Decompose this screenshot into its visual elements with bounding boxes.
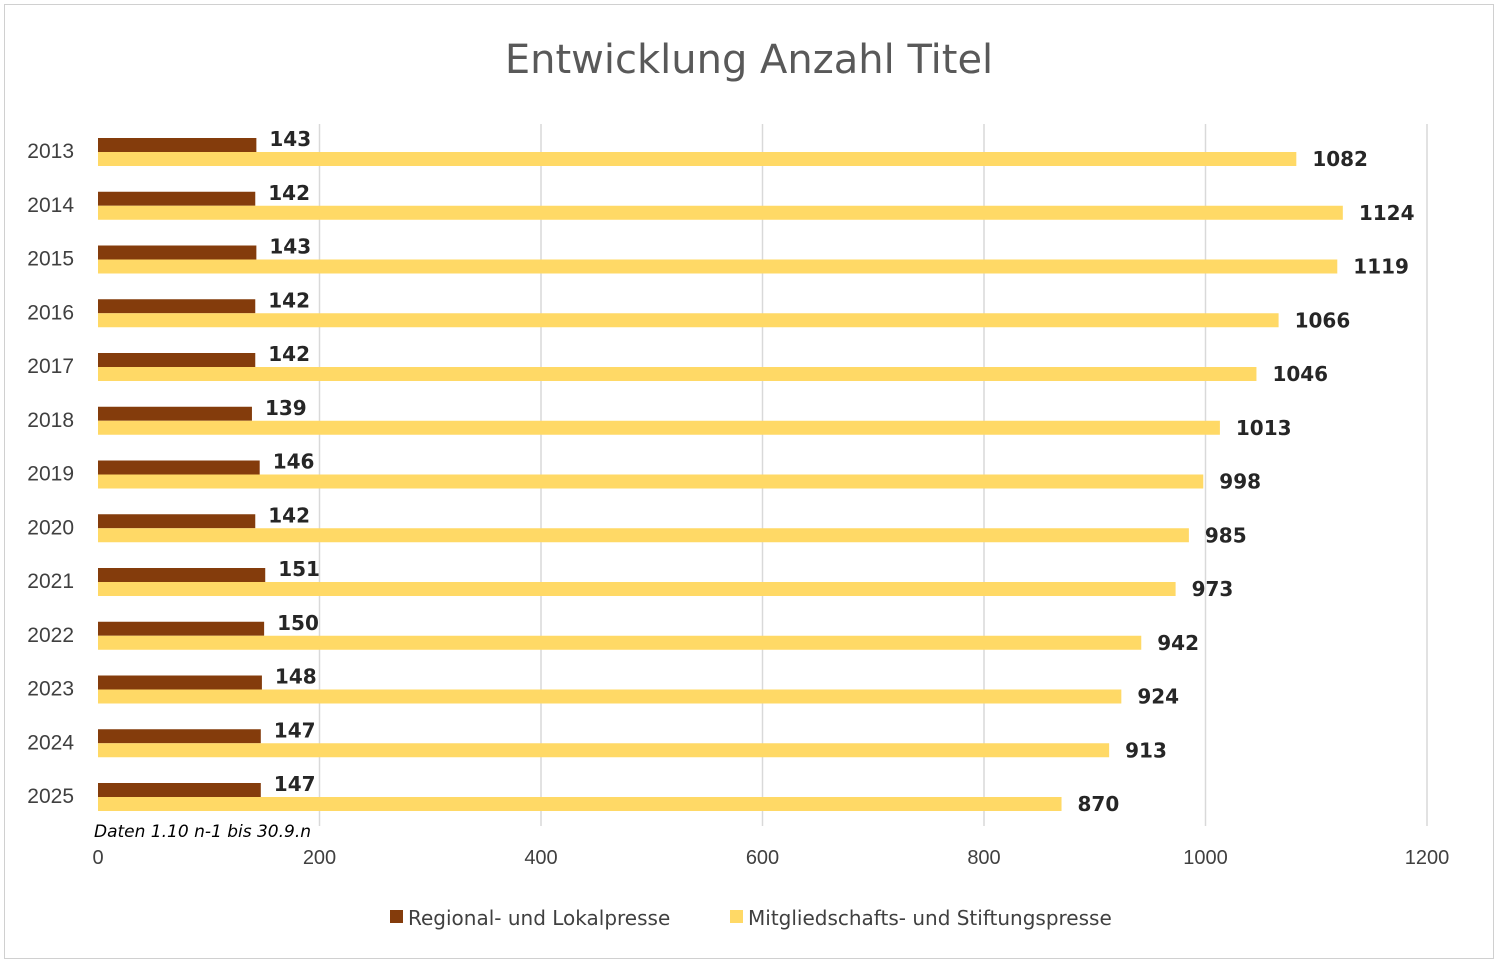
x-tick-label: 1200	[1405, 847, 1450, 869]
data-label-regional: 139	[265, 396, 307, 420]
data-label-regional: 143	[269, 127, 311, 151]
y-tick-label: 2014	[27, 194, 74, 217]
bar-mitglied-2018	[98, 420, 1220, 435]
legend-swatch-regional	[390, 910, 403, 923]
x-tick-label: 200	[303, 847, 336, 869]
y-tick-label: 2020	[27, 516, 74, 539]
legend: Regional- und Lokalpresse Mitgliedschaft…	[390, 906, 1112, 930]
bar-mitglied-2016	[98, 313, 1279, 328]
y-axis: 2013 2014 2015 2016 2017 2018 2019 2020 2021 2022…	[27, 140, 74, 808]
bar-regional-2014	[98, 191, 256, 206]
data-label-regional: 150	[277, 611, 319, 635]
bar-mitglied-2020	[98, 528, 1189, 543]
legend-swatch-mitglied	[730, 910, 743, 923]
bar-mitglied-2024	[98, 743, 1110, 758]
x-tick-label: 600	[746, 847, 779, 869]
y-tick-label: 2017	[27, 355, 74, 378]
data-label-mitglied: 1082	[1312, 147, 1368, 171]
y-tick-label: 2024	[27, 731, 74, 754]
y-tick-label: 2025	[27, 785, 74, 808]
data-label-mitglied: 998	[1219, 470, 1261, 494]
data-label-mitglied: 1013	[1236, 416, 1292, 440]
chart-title: Entwicklung Anzahl Titel	[505, 37, 993, 83]
bar-mitglied-2017	[98, 367, 1257, 381]
data-label-mitglied: 973	[1192, 577, 1234, 601]
bar-regional-2013	[98, 138, 257, 152]
bar-mitglied-2022	[98, 635, 1142, 650]
bar-regional-2015	[98, 245, 257, 260]
y-tick-label: 2022	[27, 624, 74, 647]
bar-regional-2017	[98, 353, 256, 367]
data-label-regional: 148	[275, 665, 317, 689]
data-label-mitglied: 1119	[1353, 255, 1409, 279]
bar-regional-2018	[98, 406, 252, 421]
data-label-regional: 151	[278, 557, 320, 581]
bar-mitglied-2013	[98, 152, 1297, 166]
x-tick-label: 0	[92, 847, 103, 869]
bar-regional-2023	[98, 675, 262, 690]
legend-label-mitglied: Mitgliedschafts- und Stiftungspresse	[748, 906, 1112, 930]
data-period-note: Daten 1.10 n-1 bis 30.9.n	[94, 822, 311, 842]
data-label-regional: 146	[273, 450, 315, 474]
data-labels: 143 1082 142 1124 143 1119 142 1066 142 1046 139 10…	[265, 127, 1415, 816]
bar-mitglied-2015	[98, 259, 1338, 274]
data-label-regional: 143	[269, 235, 311, 259]
bar-mitglied-2014	[98, 205, 1343, 220]
data-label-regional: 142	[268, 503, 310, 527]
y-tick-label: 2013	[27, 140, 74, 163]
data-label-regional: 142	[268, 181, 310, 205]
y-tick-label: 2023	[27, 678, 74, 701]
bar-mitglied-2021	[98, 582, 1176, 596]
data-label-mitglied: 1124	[1359, 201, 1415, 225]
y-tick-label: 2018	[27, 409, 74, 432]
y-tick-label: 2021	[27, 570, 74, 593]
data-label-mitglied: 942	[1157, 631, 1199, 655]
bar-regional-2020	[98, 514, 256, 529]
data-label-mitglied: 870	[1078, 792, 1120, 816]
bars	[98, 138, 1343, 811]
data-label-regional: 147	[274, 772, 316, 796]
bar-regional-2021	[98, 568, 266, 582]
bar-mitglied-2019	[98, 474, 1204, 489]
bar-mitglied-2025	[98, 797, 1062, 811]
x-axis: 0 200 400 600 800 1000 1200	[92, 847, 1449, 869]
bar-mitglied-2023	[98, 689, 1122, 704]
bar-regional-2022	[98, 621, 265, 636]
data-label-mitglied: 924	[1137, 685, 1179, 709]
data-label-mitglied: 985	[1205, 523, 1247, 547]
y-tick-label: 2015	[27, 248, 74, 271]
y-tick-label: 2019	[27, 463, 74, 486]
bar-regional-2024	[98, 729, 261, 744]
data-label-regional: 142	[268, 342, 310, 366]
x-tick-label: 400	[524, 847, 557, 869]
bar-regional-2025	[98, 783, 261, 797]
data-label-regional: 142	[268, 288, 310, 312]
bar-regional-2019	[98, 460, 260, 475]
gridlines	[318, 124, 1428, 826]
data-label-regional: 147	[274, 718, 316, 742]
bar-regional-2016	[98, 299, 256, 314]
x-tick-label: 800	[967, 847, 1000, 869]
data-label-mitglied: 1046	[1272, 362, 1328, 386]
data-label-mitglied: 1066	[1295, 308, 1351, 332]
y-tick-label: 2016	[27, 301, 74, 324]
data-label-mitglied: 913	[1125, 738, 1167, 762]
x-tick-label: 1000	[1183, 847, 1228, 869]
legend-label-regional: Regional- und Lokalpresse	[408, 906, 670, 930]
